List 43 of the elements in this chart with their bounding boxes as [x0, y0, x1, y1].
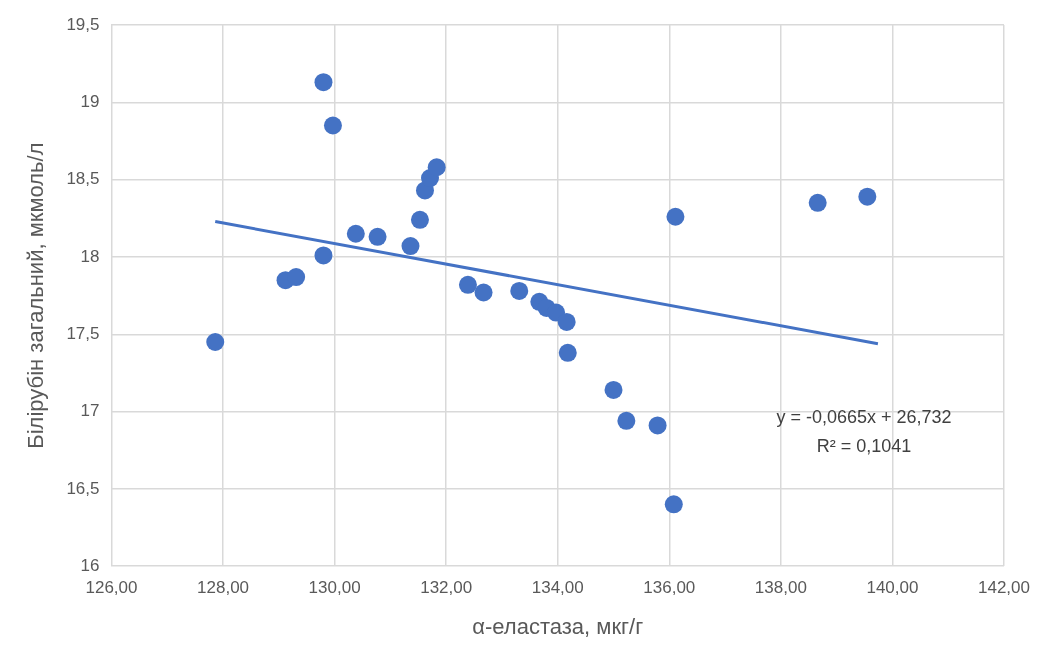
- x-tick-label: 142,00: [978, 578, 1030, 598]
- point: [558, 343, 577, 362]
- point: [314, 73, 333, 92]
- point: [346, 224, 365, 243]
- y-tick-label: 17: [80, 401, 100, 421]
- point: [617, 411, 636, 430]
- point: [323, 116, 342, 135]
- y-axis-title: Білірубін загальний, мкмоль/л: [23, 142, 49, 449]
- x-tick-label: 132,00: [420, 578, 473, 598]
- x-tick-label: 128,00: [197, 578, 250, 598]
- x-tick-label: 140,00: [866, 578, 919, 598]
- point: [206, 332, 225, 351]
- y-tick-label: 17,5: [66, 323, 100, 343]
- point: [664, 495, 683, 514]
- point: [287, 268, 306, 287]
- point: [510, 281, 529, 300]
- point: [368, 227, 387, 246]
- y-tick-label: 19: [80, 92, 100, 111]
- point: [410, 210, 429, 229]
- x-tick-label: 136,00: [643, 578, 696, 598]
- point: [314, 246, 333, 265]
- point: [604, 380, 623, 399]
- annotation: R² = 0,1041: [816, 436, 912, 456]
- point: [648, 416, 667, 435]
- point: [666, 207, 685, 226]
- x-tick-label: 130,00: [308, 578, 361, 598]
- annotation: y = -0,0665x + 26,732: [776, 407, 952, 427]
- x-tick-label: 126,00: [85, 578, 138, 598]
- point: [458, 275, 477, 294]
- y-tick-label: 19,5: [66, 14, 100, 34]
- point: [557, 312, 576, 331]
- point: [858, 187, 877, 206]
- y-tick-label: 18,5: [66, 169, 100, 189]
- x-axis-title: α-еластаза, мкг/г: [472, 613, 644, 639]
- point: [474, 283, 493, 302]
- point: [427, 158, 446, 177]
- point: [401, 237, 420, 256]
- x-tick-label: 138,00: [754, 578, 807, 598]
- x-tick-label: 134,00: [531, 578, 584, 598]
- y-tick-label: 16,5: [66, 478, 100, 498]
- y-tick-label: 16: [80, 555, 100, 575]
- y-tick-label: 18: [80, 246, 100, 266]
- point: [808, 193, 827, 212]
